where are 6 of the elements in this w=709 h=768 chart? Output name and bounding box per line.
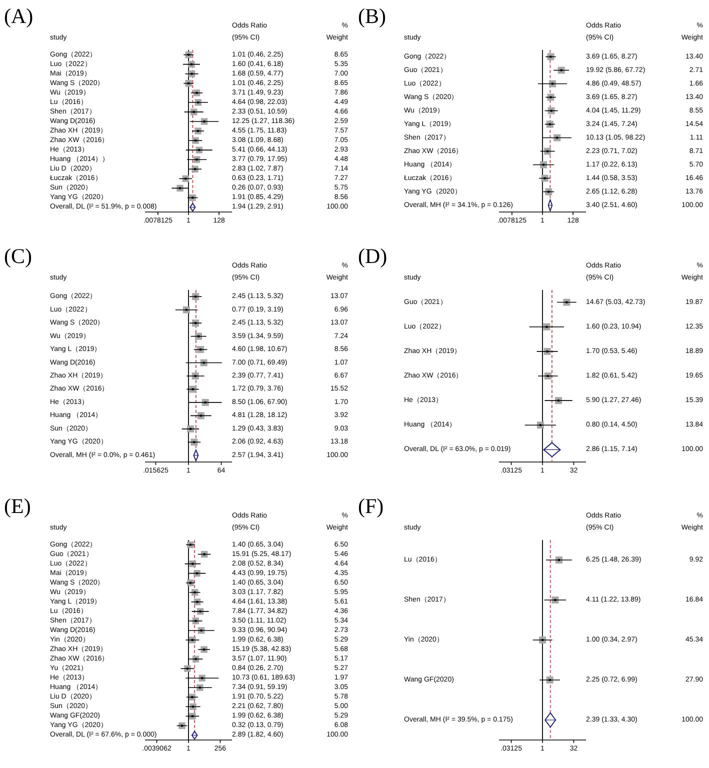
chart-title: (C) <box>4 244 32 268</box>
chart-title: (E) <box>4 494 31 518</box>
chart-title: (A) <box>4 4 34 28</box>
chart-title: (F) <box>358 494 384 518</box>
chart-title: (B) <box>358 4 386 28</box>
chart-title: (D) <box>358 244 388 268</box>
